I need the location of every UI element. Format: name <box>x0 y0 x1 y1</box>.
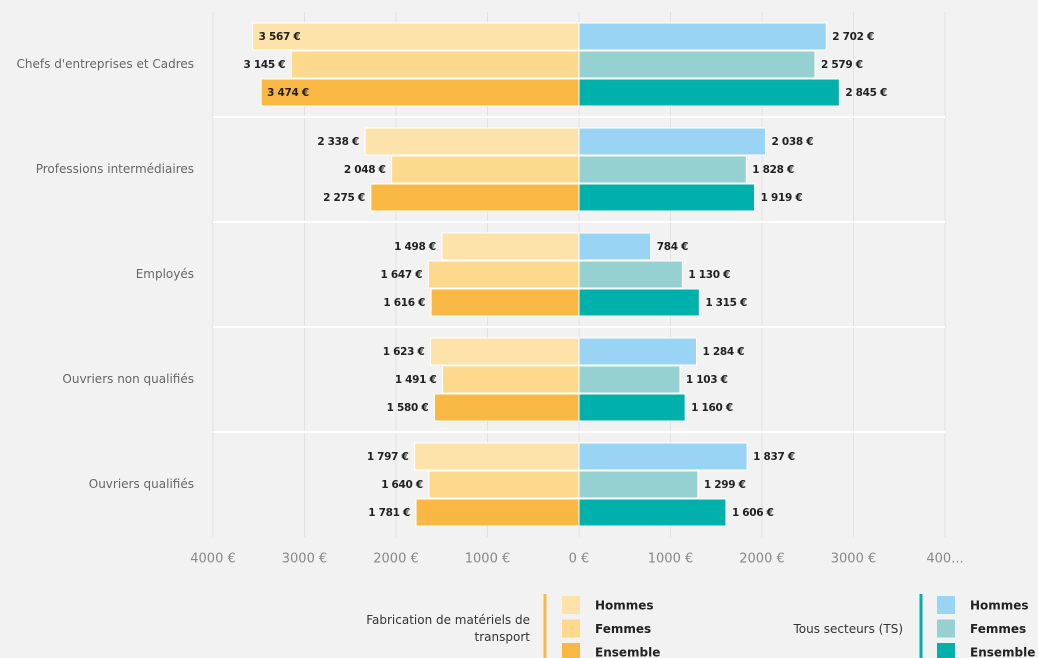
bar <box>441 232 580 261</box>
bar <box>427 260 580 289</box>
value-label: 2 702 € <box>832 31 874 43</box>
bar <box>578 393 686 422</box>
bar <box>364 127 580 156</box>
value-label: 1 919 € <box>761 192 803 204</box>
value-label: 1 299 € <box>704 479 746 491</box>
bar <box>442 365 580 394</box>
value-label: 2 038 € <box>771 136 813 148</box>
bar <box>578 50 816 79</box>
value-label: 1 828 € <box>752 164 794 176</box>
value-label: 1 103 € <box>686 374 728 386</box>
value-label: 2 275 € <box>323 192 365 204</box>
legend-label: Femmes <box>595 622 651 636</box>
bar <box>578 260 683 289</box>
legend-group-label: Tous secteurs (TS) <box>793 621 903 636</box>
value-label: 3 474 € <box>267 87 309 99</box>
legend-swatch <box>937 619 955 638</box>
legend-label: Ensemble <box>595 646 660 658</box>
bar <box>578 288 700 317</box>
value-label: 1 606 € <box>732 507 774 519</box>
x-tick-label: 400... <box>926 552 963 567</box>
bar <box>578 127 766 156</box>
bar <box>430 288 580 317</box>
legend-swatch <box>562 619 580 638</box>
category-label: Professions intermédiaires <box>36 162 194 176</box>
value-label: 2 048 € <box>344 164 386 176</box>
bar <box>578 22 827 51</box>
bar <box>429 337 580 366</box>
value-label: 1 640 € <box>381 479 423 491</box>
value-label: 1 284 € <box>702 346 744 358</box>
bar <box>290 50 580 79</box>
value-label: 1 160 € <box>691 402 733 414</box>
value-label: 1 491 € <box>395 374 437 386</box>
x-tick-label: 3000 € <box>831 552 877 567</box>
value-label: 1 647 € <box>381 269 423 281</box>
legend-swatch <box>562 596 580 614</box>
x-tick-label: 0 € <box>569 552 590 567</box>
bar <box>370 183 580 212</box>
value-label: 1 580 € <box>387 402 429 414</box>
value-label: 3 145 € <box>243 59 285 71</box>
bar <box>578 232 652 261</box>
bar <box>415 498 580 527</box>
bar <box>414 442 580 471</box>
bar <box>428 470 580 499</box>
legend-group-label: Fabrication de matériels de transport <box>366 613 530 644</box>
value-label: 2 338 € <box>317 136 359 148</box>
legend-label: Hommes <box>595 599 654 613</box>
category-label: Employés <box>136 267 194 281</box>
value-label: 1 130 € <box>688 269 730 281</box>
x-tick-label: 1000 € <box>648 552 694 567</box>
x-tick-label: 4000 € <box>190 552 236 567</box>
bar <box>391 155 580 184</box>
legend-swatch <box>937 596 955 614</box>
x-tick-label: 3000 € <box>282 552 328 567</box>
x-tick-label: 2000 € <box>373 552 419 567</box>
legend-swatch <box>937 643 955 658</box>
bar <box>252 22 580 51</box>
bar <box>578 337 697 366</box>
bar <box>433 393 580 422</box>
bar <box>578 365 681 394</box>
bar <box>578 155 747 184</box>
value-label: 1 837 € <box>753 451 795 463</box>
legend-swatch <box>562 643 580 658</box>
x-tick-label: 2000 € <box>739 552 785 567</box>
bar <box>578 498 727 527</box>
value-label: 3 567 € <box>259 31 301 43</box>
x-tick-label: 1000 € <box>465 552 511 567</box>
value-label: 1 498 € <box>394 241 436 253</box>
value-label: 1 797 € <box>367 451 409 463</box>
category-label: Ouvriers qualifiés <box>89 477 194 491</box>
bar <box>578 470 699 499</box>
value-label: 2 579 € <box>821 59 863 71</box>
bar <box>578 183 756 212</box>
value-label: 2 845 € <box>845 87 887 99</box>
legend-label: Hommes <box>970 599 1029 613</box>
bar <box>578 442 748 471</box>
value-label: 1 616 € <box>383 297 425 309</box>
value-label: 784 € <box>657 241 688 253</box>
bar <box>578 78 840 107</box>
legend-label: Femmes <box>970 622 1026 636</box>
category-label: Chefs d'entreprises et Cadres <box>17 57 194 71</box>
value-label: 1 623 € <box>383 346 425 358</box>
value-label: 1 315 € <box>705 297 747 309</box>
value-label: 1 781 € <box>368 507 410 519</box>
category-label: Ouvriers non qualifiés <box>62 372 194 386</box>
legend-label: Ensemble <box>970 646 1035 658</box>
